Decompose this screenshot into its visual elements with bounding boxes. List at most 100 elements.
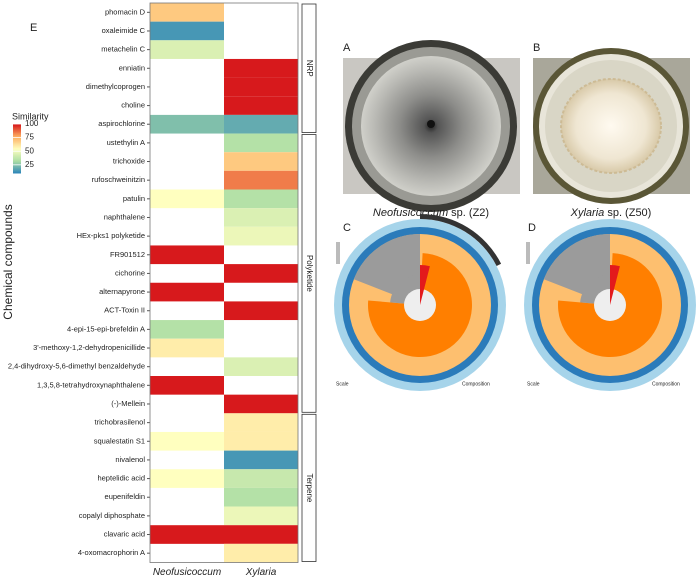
group-box — [301, 413, 317, 562]
heat-cell — [224, 170, 298, 190]
column-label: Xylaria — [245, 567, 277, 578]
row-label: 1,3,5,8-tetrahydroxynaphthalene — [37, 380, 145, 389]
row-label: dimethylcoprogen — [86, 82, 145, 91]
colorbar-step — [13, 146, 21, 148]
snail-scale: Scale — [336, 381, 349, 387]
photo-xylaria — [533, 48, 690, 204]
colorbar-step — [13, 141, 21, 143]
colorbar-tick-label: 100 — [25, 119, 39, 128]
heat-cell — [224, 543, 298, 563]
photo-caption: Xylaria sp. (Z50) — [570, 207, 652, 219]
colorbar-step — [13, 155, 21, 158]
heat-cell — [224, 469, 298, 488]
row-label: aspirochlorine — [98, 119, 145, 128]
colorbar-step — [13, 133, 21, 136]
row-label: clavaric acid — [104, 530, 145, 539]
colorbar-step — [13, 149, 21, 152]
panel-label: E — [30, 22, 37, 34]
row-label: ustethylin A — [107, 138, 145, 147]
row-label: oxaleimide C — [102, 26, 146, 35]
row-label: metachelin C — [101, 45, 145, 54]
row-label: eupenifeldin — [105, 492, 145, 501]
colorbar-step — [13, 135, 21, 137]
row-label: choline — [121, 101, 145, 110]
heat-cell — [224, 413, 298, 432]
colorbar-step — [13, 124, 21, 126]
heat-cell — [224, 450, 298, 470]
heat-cell — [224, 525, 298, 544]
row-label: naphthalene — [104, 212, 145, 221]
colorbar-step — [13, 169, 21, 172]
colorbar-step — [13, 170, 21, 173]
row-label: enniatin — [119, 63, 145, 72]
colorbar-step — [13, 165, 21, 168]
snail-legend — [336, 242, 340, 264]
colorbar-step — [13, 147, 21, 149]
heat-cell — [150, 282, 224, 302]
heat-cell — [150, 338, 224, 358]
colorbar-title: Similarity — [12, 111, 49, 121]
heat-cell — [150, 525, 224, 544]
y-axis-label: Chemical compounds — [1, 204, 15, 319]
heat-cell — [224, 487, 298, 507]
colorbar-step — [13, 144, 21, 147]
colorbar-step — [13, 164, 21, 167]
colorbar-step — [13, 130, 21, 132]
colorbar-tick-label: 50 — [25, 146, 34, 155]
snail-segment — [420, 214, 502, 266]
snail-segment — [610, 265, 620, 305]
heat-cell — [150, 3, 224, 22]
heat-cell — [224, 208, 298, 227]
colorbar-tick-label: 75 — [25, 133, 34, 142]
snail-segment — [420, 265, 430, 305]
heat-cell — [224, 152, 298, 171]
heat-cell — [150, 376, 224, 395]
colorbar-step — [13, 158, 21, 161]
heat-cell — [224, 357, 298, 376]
heat-cell — [150, 469, 224, 488]
heat-cell — [224, 431, 298, 451]
snail-plots — [334, 214, 696, 391]
colorbar-step — [13, 166, 21, 169]
row-label: phomacin D — [105, 7, 146, 16]
colorbar-step — [13, 128, 21, 131]
colorbar-step — [13, 153, 21, 156]
colorbar-step — [13, 132, 21, 135]
row-label: 2,4-dihydroxy-5,6-dimethyl benzaldehyde — [8, 362, 145, 371]
heat-cell — [150, 189, 224, 209]
snail-legend — [526, 242, 530, 264]
row-label: 4-epi-15-epi-brefeldin A — [67, 324, 145, 333]
row-label: rufoschweinitzin — [92, 175, 145, 184]
heat-cell — [224, 96, 298, 115]
heat-cell — [224, 506, 298, 526]
row-label: copalyl diphosphate — [79, 511, 145, 520]
row-label: heptelidic acid — [97, 474, 145, 483]
snail-composition: Composition — [652, 381, 680, 387]
heatmap-frame — [149, 2, 299, 563]
row-label: ACT-Toxin II — [104, 306, 145, 315]
heat-cell — [224, 133, 298, 153]
row-label: (-)-Mellein — [111, 399, 145, 408]
colorbar-step — [13, 157, 21, 159]
heat-cell — [150, 245, 224, 265]
heat-cell — [150, 320, 224, 339]
row-label: 4-oxomacrophorin A — [78, 548, 145, 557]
row-label: 3'-methoxy-1,2-dehydropenicillide — [33, 343, 145, 352]
colorbar-step — [13, 125, 21, 127]
row-label: squalestatin S1 — [94, 436, 145, 445]
heat-cell — [224, 189, 298, 209]
colorbar-step — [13, 127, 21, 130]
colorbar-step — [13, 148, 21, 151]
column-label: Neofusicoccum — [153, 567, 221, 578]
colorbar-step — [13, 150, 21, 153]
colorbar-step — [13, 142, 21, 145]
heat-cell — [224, 226, 298, 246]
colorbar-tick-label: 25 — [25, 160, 34, 169]
row-label: FR901512 — [110, 250, 145, 259]
colorbar-step — [13, 171, 21, 174]
panel-label: B — [533, 42, 540, 54]
heat-cell — [150, 21, 224, 41]
panel-label: D — [528, 222, 536, 234]
heat-cell — [150, 40, 224, 59]
